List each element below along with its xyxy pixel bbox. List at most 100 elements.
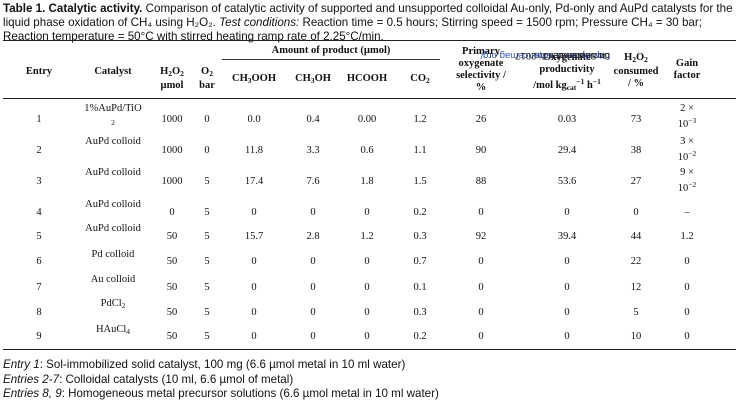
entry-number: 9 [36, 331, 42, 342]
entry-number: 6 [36, 256, 42, 267]
o2-pressure: 5 [204, 231, 210, 242]
h2o2-amount: 50 [166, 231, 178, 242]
h2o2-consumed-value: 12 [630, 282, 642, 293]
h2o2-consumed-value: 0 [633, 207, 639, 218]
productivity-value: 0 [564, 307, 570, 318]
o2-pressure: 5 [204, 282, 210, 293]
note-entries-8-9: Entries 8, 9: Homogeneous metal precurso… [3, 387, 737, 402]
h2o2-consumed-value: 38 [630, 145, 642, 156]
catalyst-name: AuPd colloid [85, 199, 141, 210]
productivity-value: 0 [564, 331, 570, 342]
h2o2-amount: 50 [166, 331, 178, 342]
h2o2-amount: 50 [166, 256, 178, 267]
ch3ooh-value: 0 [251, 207, 257, 218]
gain-factor-value: 0 [684, 256, 690, 267]
selectivity-value: 0 [478, 307, 484, 318]
o2-pressure: 5 [204, 256, 210, 267]
header-amount-of-product: Amount of product (µmol) [271, 45, 391, 56]
co2-value: 0.2 [413, 331, 427, 342]
selectivity-value: 0 [478, 256, 484, 267]
o2-pressure: 0 [204, 145, 210, 156]
selectivity-value: 88 [475, 176, 487, 187]
catalyst-name: HAuCl4 [95, 324, 131, 336]
h2o2-amount: 50 [166, 307, 178, 318]
co2-value: 1.1 [413, 145, 427, 156]
catalyst-name: PdCl2 [100, 298, 126, 310]
selectivity-value: 0 [478, 207, 484, 218]
co2-value: 0.3 [413, 307, 427, 318]
amount-subrule [222, 59, 440, 60]
o2-pressure: 5 [204, 207, 210, 218]
table-notes: Entry 1: Sol-immobilized solid catalyst,… [3, 358, 737, 402]
hcooh-value: 0.00 [357, 114, 377, 125]
note-label: Entry 1 [3, 358, 40, 371]
h2o2-consumed-value: 10 [630, 331, 642, 342]
ch3ooh-value: 17.4 [244, 176, 264, 187]
entry-number: 2 [36, 145, 42, 156]
conditions-text: Reaction time = 0.5 hours; Stirring spee… [3, 16, 702, 43]
hcooh-value: 1.8 [360, 176, 374, 187]
note-entries-2-7: Entries 2-7: Colloidal catalysts (10 ml,… [3, 373, 737, 388]
o2-pressure: 5 [204, 331, 210, 342]
bottom-rule [3, 349, 736, 350]
conditions-label: Test conditions: [219, 16, 300, 29]
header-h2o2: H2O2 µmol [160, 66, 184, 91]
ch3oh-value: 7.6 [306, 176, 320, 187]
hcooh-value: 0.6 [360, 145, 374, 156]
note-label: Entries 8, 9 [3, 387, 62, 400]
ch3oh-value: 0.4 [306, 114, 320, 125]
ch3oh-value: 2.8 [306, 231, 320, 242]
hcooh-value: 0 [364, 282, 370, 293]
ch3oh-value: 0 [310, 307, 316, 318]
co2-value: 1.5 [413, 176, 427, 187]
h2o2-amount: 1000 [161, 145, 183, 156]
header-ch3ooh: CH3OOH [231, 73, 276, 85]
hcooh-value: 0 [364, 207, 370, 218]
catalyst-name: AuPd colloid [85, 136, 141, 147]
note-label: Entries 2-7 [3, 372, 60, 386]
download-watermark: Downloaded from http://science.sciencema… [480, 50, 611, 350]
selectivity-value: 26 [475, 114, 487, 125]
watermark-suffix: on September 7, 2017 [515, 50, 610, 61]
header-co2: CO2 [410, 73, 430, 85]
hcooh-value: 0 [364, 331, 370, 342]
ch3oh-value: 3.3 [306, 145, 320, 156]
hcooh-value: 0 [364, 307, 370, 318]
o2-pressure: 5 [204, 307, 210, 318]
header-hcooh: HCOOH [346, 73, 388, 84]
catalyst-name: Pd colloid [91, 249, 135, 260]
header-selectivity: Primary oxygenate selectivity /% [456, 46, 506, 93]
ch3ooh-value: 0 [251, 307, 257, 318]
selectivity-value: 0 [478, 331, 484, 342]
entry-number: 1 [36, 114, 42, 125]
productivity-value: 0 [564, 207, 570, 218]
gain-factor-value: 3 × 10−2 [677, 136, 697, 163]
header-entry: Entry [25, 66, 53, 77]
gain-factor-value: 0 [684, 331, 690, 342]
gain-factor-value: – [684, 207, 690, 218]
hcooh-value: 0 [364, 256, 370, 267]
header-ch3oh: CH3OH [295, 73, 331, 85]
header-gain-factor: Gain factor [673, 58, 701, 81]
co2-value: 1.2 [413, 114, 427, 125]
o2-pressure: 5 [204, 176, 210, 187]
ch3oh-value: 0 [310, 207, 316, 218]
entry-number: 4 [36, 207, 42, 218]
co2-value: 0.7 [413, 256, 427, 267]
catalyst-name: 1%AuPd/TiO 2 [84, 103, 142, 127]
header-productivity: Oxygenate productivity/mol kgcat−1 h−1 [533, 52, 601, 92]
catalyst-name: AuPd colloid [85, 167, 141, 178]
top-rule [3, 40, 736, 41]
h2o2-amount: 1000 [161, 114, 183, 125]
productivity-value: 53.6 [557, 176, 577, 187]
caption-label: Table 1. Catalytic activity. [3, 2, 143, 15]
header-o2: O2 bar [199, 66, 215, 91]
catalyst-name: Au colloid [90, 274, 136, 285]
selectivity-value: 92 [475, 231, 487, 242]
h2o2-amount: 1000 [161, 176, 183, 187]
ch3ooh-value: 0 [251, 282, 257, 293]
productivity-value: 0.03 [557, 114, 577, 125]
gain-factor-value: 9 × 10−2 [677, 167, 697, 194]
entry-number: 8 [36, 307, 42, 318]
h2o2-consumed-value: 73 [630, 114, 642, 125]
